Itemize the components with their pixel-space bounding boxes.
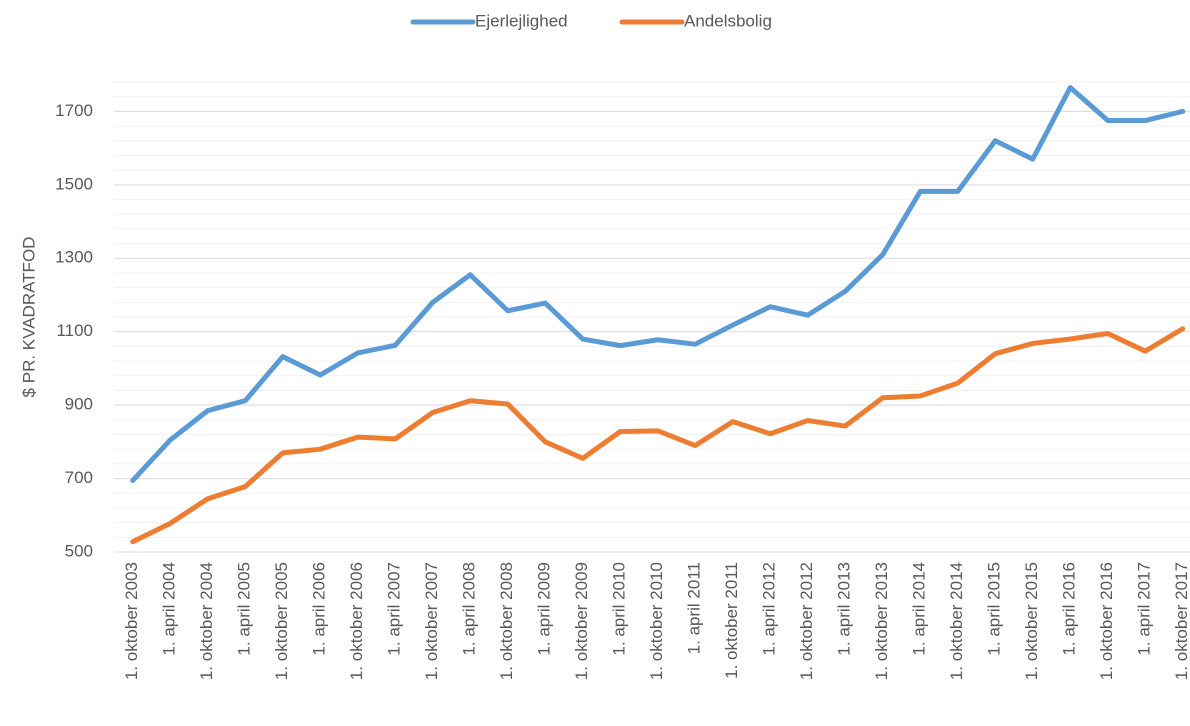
x-tick-label: 1. april 2016 bbox=[1060, 562, 1079, 656]
x-tick-label: 1. oktober 2007 bbox=[422, 562, 441, 680]
x-tick-label: 1. oktober 2011 bbox=[722, 562, 741, 679]
x-tick-label: 1. oktober 2004 bbox=[197, 562, 216, 680]
x-tick-label: 1. april 2008 bbox=[460, 562, 479, 656]
x-tick-label: 1. april 2011 bbox=[685, 562, 704, 654]
line-series bbox=[130, 326, 1186, 545]
y-tick-label: 700 bbox=[65, 468, 93, 487]
x-tick-label: 1. oktober 2003 bbox=[122, 562, 141, 680]
x-tick-label: 1. april 2014 bbox=[910, 562, 929, 656]
x-tick-label: 1. april 2013 bbox=[835, 562, 854, 656]
x-tick-label: 1. april 2010 bbox=[610, 562, 629, 656]
y-tick-label: 1500 bbox=[55, 174, 93, 193]
x-tick-label: 1. oktober 2010 bbox=[647, 562, 666, 680]
x-tick-label: 1. april 2009 bbox=[535, 562, 554, 656]
y-axis-title: $ PR. KVADRATFOD bbox=[19, 237, 38, 398]
x-tick-label: 1. oktober 2006 bbox=[347, 562, 366, 680]
x-tick-label: 1. oktober 2014 bbox=[947, 562, 966, 680]
x-tick-label: 1. oktober 2009 bbox=[572, 562, 591, 680]
x-tick-label: 1. oktober 2013 bbox=[872, 562, 891, 680]
x-tick-label: 1. april 2007 bbox=[385, 562, 404, 656]
legend-label: Andelsbolig bbox=[684, 11, 772, 30]
x-tick-label: 1. april 2004 bbox=[160, 562, 179, 656]
x-tick-label: 1. oktober 2016 bbox=[1097, 562, 1116, 680]
x-tick-label: 1. oktober 2012 bbox=[797, 562, 816, 680]
legend-label: Ejerlejlighed bbox=[475, 11, 568, 30]
y-tick-label: 1100 bbox=[56, 321, 93, 340]
x-tick-label: 1. oktober 2015 bbox=[1022, 562, 1041, 680]
y-tick-label: 900 bbox=[65, 395, 93, 414]
y-tick-label: 1300 bbox=[55, 248, 93, 267]
x-tick-label: 1. oktober 2017 bbox=[1172, 562, 1190, 680]
x-tick-label: 1. april 2017 bbox=[1135, 562, 1154, 656]
x-tick-label: 1. oktober 2008 bbox=[497, 562, 516, 680]
x-tick-label: 1. april 2005 bbox=[235, 562, 254, 656]
line-series bbox=[130, 85, 1186, 483]
x-tick-label: 1. april 2006 bbox=[310, 562, 329, 656]
x-tick-label: 1. april 2015 bbox=[985, 562, 1004, 656]
x-tick-label: 1. oktober 2005 bbox=[272, 562, 291, 680]
y-tick-label: 1700 bbox=[55, 101, 93, 120]
x-tick-label: 1. april 2012 bbox=[760, 562, 779, 656]
y-tick-label: 500 bbox=[65, 541, 93, 560]
